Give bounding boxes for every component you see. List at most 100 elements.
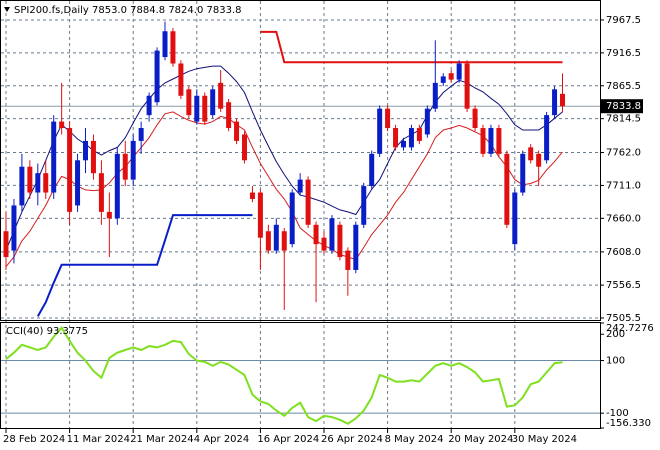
candle-body <box>321 237 327 251</box>
candle-body <box>98 173 104 212</box>
candle-body <box>393 128 399 148</box>
indicator-line <box>260 30 563 64</box>
y-tick-label: 7556.5 <box>606 280 641 291</box>
candle-body <box>170 31 176 64</box>
candle-body <box>337 224 343 258</box>
y-tick-label: 7608.0 <box>606 247 641 258</box>
candle-body <box>75 160 81 206</box>
x-tick-label: 30 May 2024 <box>512 434 577 445</box>
current-price-box <box>601 99 643 114</box>
candle-body <box>424 108 430 135</box>
candle-body <box>464 63 470 109</box>
candle-body <box>218 82 224 109</box>
candle-body <box>353 224 359 270</box>
candle-body <box>59 121 65 129</box>
candle-body <box>27 166 33 193</box>
y-tick-label: -156.330 <box>606 418 651 429</box>
candle-body <box>90 140 96 174</box>
candle-body <box>242 134 247 161</box>
candle-body <box>265 231 271 251</box>
x-tick-label: 8 May 2024 <box>385 434 444 445</box>
y-tick-label: 200 <box>606 329 625 340</box>
candle-body <box>329 218 335 251</box>
x-tick-label: 4 Apr 2024 <box>194 434 249 445</box>
candle-body <box>297 179 303 193</box>
x-tick-label: 11 Mar 2024 <box>67 434 130 445</box>
candle-body <box>369 153 375 187</box>
candle-body <box>440 76 446 83</box>
candle-body <box>520 153 526 193</box>
y-tick-label: 7711.0 <box>606 180 641 191</box>
candle-body <box>154 50 160 103</box>
candle-body <box>178 63 184 96</box>
candle-body <box>377 108 383 154</box>
cci-frame <box>0 322 601 429</box>
candle-body <box>528 147 534 161</box>
y-tick-label: 7967.5 <box>606 15 641 26</box>
candle-body <box>281 231 287 251</box>
candle-body <box>361 186 367 225</box>
x-tick-label: 16 Apr 2024 <box>257 434 319 445</box>
y-tick-label: 100 <box>606 356 625 367</box>
x-tick-label: 28 Feb 2024 <box>3 434 65 445</box>
x-tick-label: 26 Apr 2024 <box>321 434 383 445</box>
y-tick-label: 7660.0 <box>606 213 641 224</box>
candle-body <box>544 115 550 161</box>
title-arrow <box>4 7 10 12</box>
candle-body <box>432 82 438 109</box>
candle-body <box>560 93 565 107</box>
candle-body <box>130 140 136 180</box>
candle-body <box>186 89 192 116</box>
candle-body <box>3 231 9 258</box>
candle-body <box>536 153 542 167</box>
candle-body <box>480 128 486 154</box>
candle-body <box>345 250 351 270</box>
candle-body <box>504 153 510 225</box>
candle-body <box>448 73 454 80</box>
candle-body <box>43 173 49 193</box>
y-tick-label: -100 <box>606 408 629 419</box>
candle-body <box>385 108 391 129</box>
candle-body <box>249 192 255 199</box>
candle-body <box>257 192 263 238</box>
marks <box>3 21 565 425</box>
y-tick-label: 242.7276 <box>606 323 654 334</box>
candle-body <box>194 95 200 122</box>
candle-body <box>146 95 152 116</box>
cci-title: CCI(40) 93.3775 <box>6 326 88 337</box>
candle-body <box>512 192 518 245</box>
y-tick-label: 7505.5 <box>606 313 641 324</box>
candle-body <box>416 128 422 141</box>
candle-body <box>472 108 478 129</box>
candle-body <box>35 173 41 193</box>
candle-body <box>401 140 406 148</box>
candle-body <box>226 102 232 129</box>
candle-body <box>138 128 144 141</box>
candle-body <box>234 121 240 141</box>
indicator-line <box>5 111 563 268</box>
cci-line <box>5 326 563 425</box>
price-frame <box>0 0 601 321</box>
x-tick-label: 20 May 2024 <box>448 434 513 445</box>
candle-body <box>289 192 295 245</box>
current-price-label: 7833.8 <box>606 101 641 112</box>
candle-body <box>408 128 414 148</box>
candle-body <box>202 95 208 122</box>
indicator-line <box>36 214 253 317</box>
candle-body <box>552 89 558 116</box>
y-tick-label: 7865.5 <box>606 81 641 92</box>
candle-body <box>122 153 128 180</box>
candle-body <box>11 205 17 251</box>
chart-title: SPI200.fs,Daily 7853.0 7884.8 7824.0 783… <box>14 5 241 16</box>
candle-body <box>305 179 311 225</box>
candle-body <box>313 224 319 245</box>
y-tick-label: 7814.5 <box>606 114 641 125</box>
y-tick-label: 7916.5 <box>606 48 641 59</box>
candle-body <box>19 166 25 206</box>
candle-body <box>67 128 73 212</box>
candle-body <box>51 121 57 193</box>
candle-body <box>114 153 120 219</box>
indicator-line <box>5 65 563 251</box>
candle-body <box>83 140 88 161</box>
